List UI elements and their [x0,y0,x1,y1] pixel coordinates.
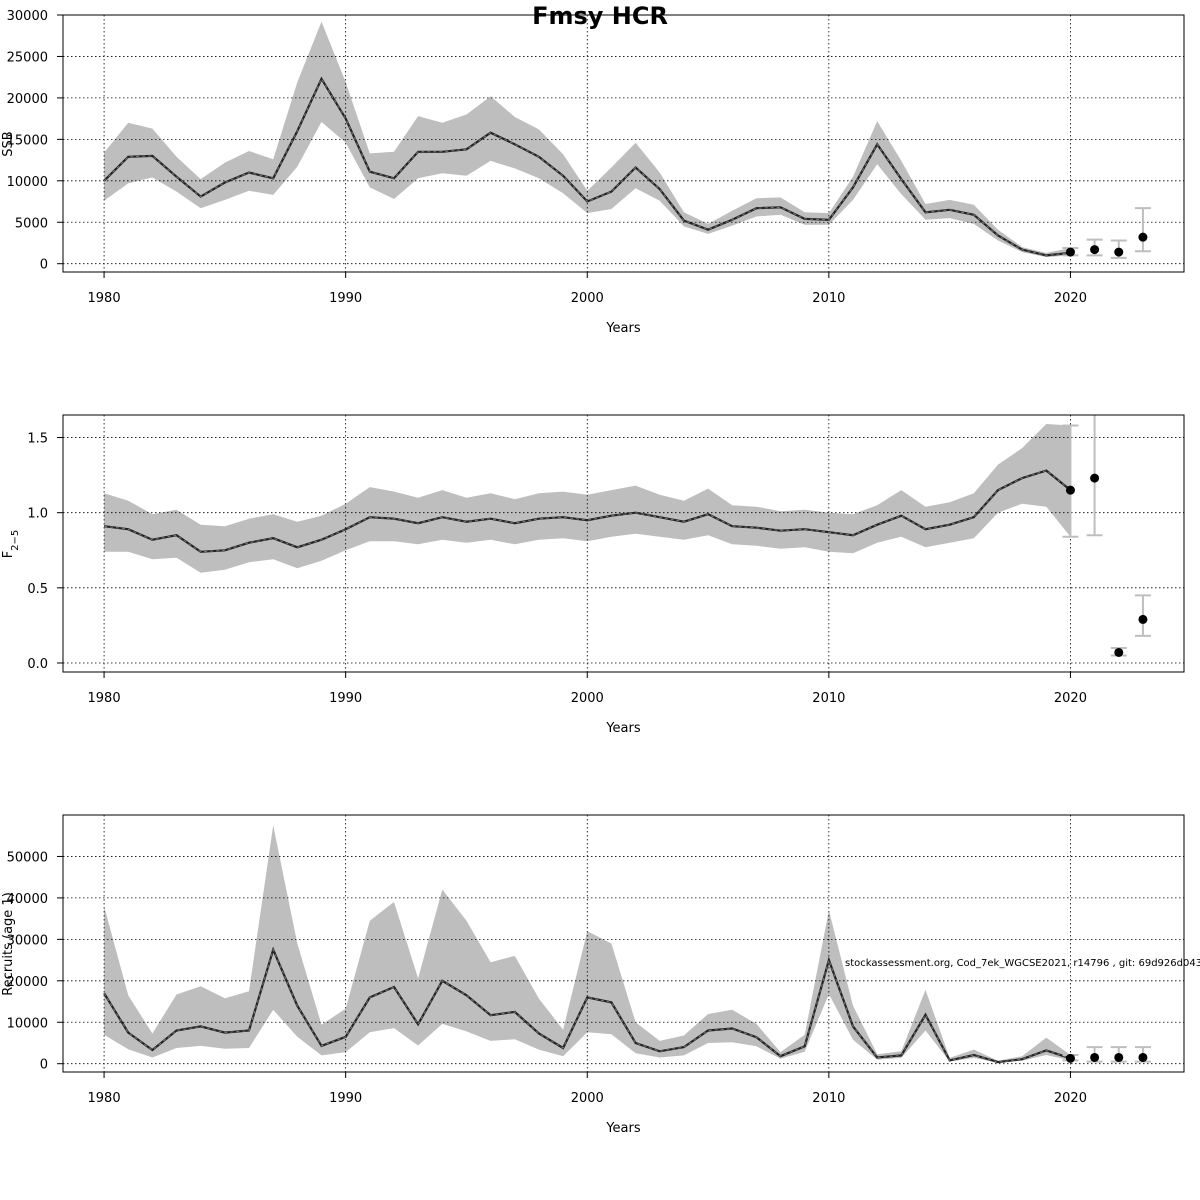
y-tick-label: 15000 [7,133,48,148]
y-axis-label: Recruits (age 1) [1,892,16,996]
forecast-point [1114,247,1124,257]
forecast-point [1138,1052,1148,1062]
forecast-point [1065,485,1075,495]
panel-1: 1980 1990 2000 2010 2020 0 5000 10000 15000 20000… [1,9,1185,336]
y-tick-label: 1.0 [27,507,48,522]
forecast-point [1090,1052,1100,1062]
panel-2: 1980 1990 2000 2010 2020 0.0 0.5 1.0 1.5 Years F2−… [1,414,1185,736]
y-tick-label: 30000 [7,9,48,24]
x-tick-label: 2010 [812,1091,845,1106]
x-tick-label: 2000 [571,691,604,706]
y-tick-label: 0 [40,1058,48,1073]
y-tick-label: 0.5 [27,582,48,597]
panel-frame [62,14,1185,273]
x-tick-label: 2000 [571,291,604,306]
x-tick-label: 2020 [1054,1091,1087,1106]
confidence-band [104,424,1071,573]
x-tick-label: 2020 [1054,291,1087,306]
x-tick-label: 1980 [88,1091,121,1106]
x-axis-label: Years [605,321,641,336]
y-tick-label: 25000 [7,50,48,65]
x-tick-label: 1990 [329,1091,362,1106]
y-tick-label: 20000 [7,975,48,990]
forecast-point [1090,473,1100,483]
x-tick-label: 2020 [1054,691,1087,706]
x-tick-label: 1990 [329,291,362,306]
panel-plot-area [63,15,1184,272]
chart-title: Fmsy HCR [532,2,668,30]
y-axis-label: SSB [1,131,16,156]
x-tick-label: 2010 [812,691,845,706]
x-axis-label: Years [605,1121,641,1136]
x-axis-label: Years [605,721,641,736]
y-tick-label: 0.0 [27,657,48,672]
forecast-point [1138,232,1148,242]
y-tick-label: 40000 [7,892,48,907]
forecast-point [1065,247,1075,257]
y-tick-label: 30000 [7,933,48,948]
forecast-point [1114,1052,1124,1062]
x-tick-label: 1990 [329,691,362,706]
y-tick-label: 1.5 [27,432,48,447]
source-stamp: stockassessment.org, Cod_7ek_WGCSE2021, … [845,958,1200,969]
y-axis-label: F2−5 [1,530,21,559]
estimate-line-dash [103,77,1071,256]
x-tick-label: 1980 [88,691,121,706]
panel-plot-area [63,415,1184,672]
panel-frame [62,414,1185,673]
y-tick-label: 5000 [15,216,48,231]
panel-3: 1980 1990 2000 2010 2020 0 10000 20000 30000 4000… [1,814,1185,1136]
forecast-point [1138,614,1148,624]
y-tick-label: 50000 [7,850,48,865]
panel-frame [62,814,1185,1073]
y-tick-label: 10000 [7,1016,48,1031]
estimate-line-dash [104,470,1071,553]
confidence-band [104,21,1071,258]
x-tick-label: 2000 [571,1091,604,1106]
y-tick-label: 10000 [7,175,48,190]
x-tick-label: 1980 [88,291,121,306]
y-axis-label-subscript: 2−5 [10,530,21,551]
y-tick-label: 0 [40,258,48,273]
estimate-line-dash [103,948,1071,1063]
panel-plot-area [63,815,1184,1072]
forecast-point [1114,647,1124,657]
forecast-point [1090,245,1100,255]
x-tick-label: 2010 [812,291,845,306]
y-tick-label: 20000 [7,92,48,107]
forecast-point [1065,1053,1075,1063]
